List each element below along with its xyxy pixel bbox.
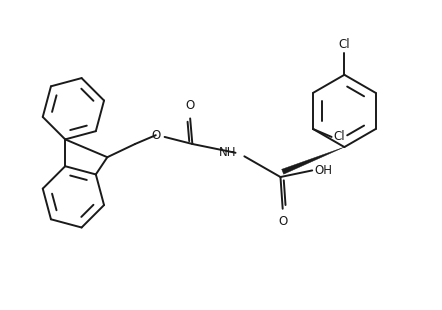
Text: O: O xyxy=(186,99,195,112)
Text: Cl: Cl xyxy=(339,38,350,51)
Text: O: O xyxy=(151,129,160,142)
Text: Cl: Cl xyxy=(333,131,345,144)
Text: OH: OH xyxy=(315,164,333,177)
Text: O: O xyxy=(278,215,287,228)
Polygon shape xyxy=(282,147,344,174)
Text: NH: NH xyxy=(219,146,236,159)
